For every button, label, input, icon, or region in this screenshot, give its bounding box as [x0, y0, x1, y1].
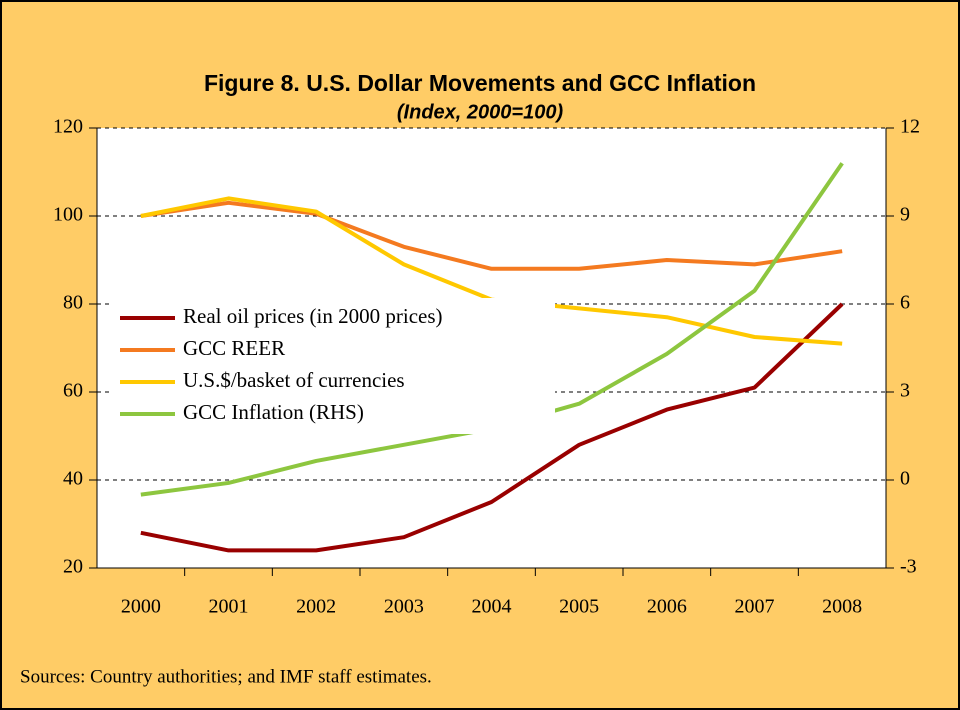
chart-title: Figure 8. U.S. Dollar Movements and GCC …: [204, 70, 756, 96]
y2-tick-label: 6: [900, 292, 910, 314]
y-tick-label: 80: [63, 292, 83, 314]
y2-tick-label: 3: [900, 380, 910, 402]
y2-tick-label: 12: [900, 116, 920, 138]
legend-label: GCC Inflation (RHS): [183, 400, 364, 424]
y-tick-label: 40: [63, 468, 83, 490]
x-tick-label: 2002: [296, 596, 336, 618]
x-tick-label: 2003: [384, 596, 424, 618]
y-tick-label: 120: [53, 116, 83, 138]
source-note: Sources: Country authorities; and IMF st…: [20, 666, 432, 687]
x-tick-label: 2007: [735, 596, 775, 618]
x-tick-label: 2004: [472, 596, 512, 618]
legend-label: Real oil prices (in 2000 prices): [183, 304, 443, 328]
legend-box: [110, 298, 555, 434]
y2-tick-label: 0: [900, 468, 910, 490]
y-tick-label: 100: [53, 204, 83, 226]
x-tick-label: 2001: [209, 596, 249, 618]
legend-label: U.S.$/basket of currencies: [183, 368, 405, 392]
y-tick-label: 20: [63, 556, 83, 578]
x-tick-label: 2005: [559, 596, 599, 618]
legend-label: GCC REER: [183, 336, 285, 360]
y2-tick-label: -3: [900, 556, 917, 578]
series-line: [140, 302, 844, 553]
legend: Real oil prices (in 2000 prices) GCC REER…: [110, 298, 555, 434]
chart-subtitle: (Index, 2000=100): [397, 101, 564, 123]
y-tick-label: 60: [63, 380, 83, 402]
axes: 20 40 60 80 100 120 -3 0 3 6 9 12 2000 2001 2002 2003 20…: [53, 116, 920, 618]
series-line: [140, 200, 843, 271]
x-tick-label: 2006: [647, 596, 687, 618]
x-tick-label: 2000: [121, 596, 161, 618]
x-tick-label: 2008: [822, 596, 862, 618]
y2-tick-label: 9: [900, 204, 910, 226]
